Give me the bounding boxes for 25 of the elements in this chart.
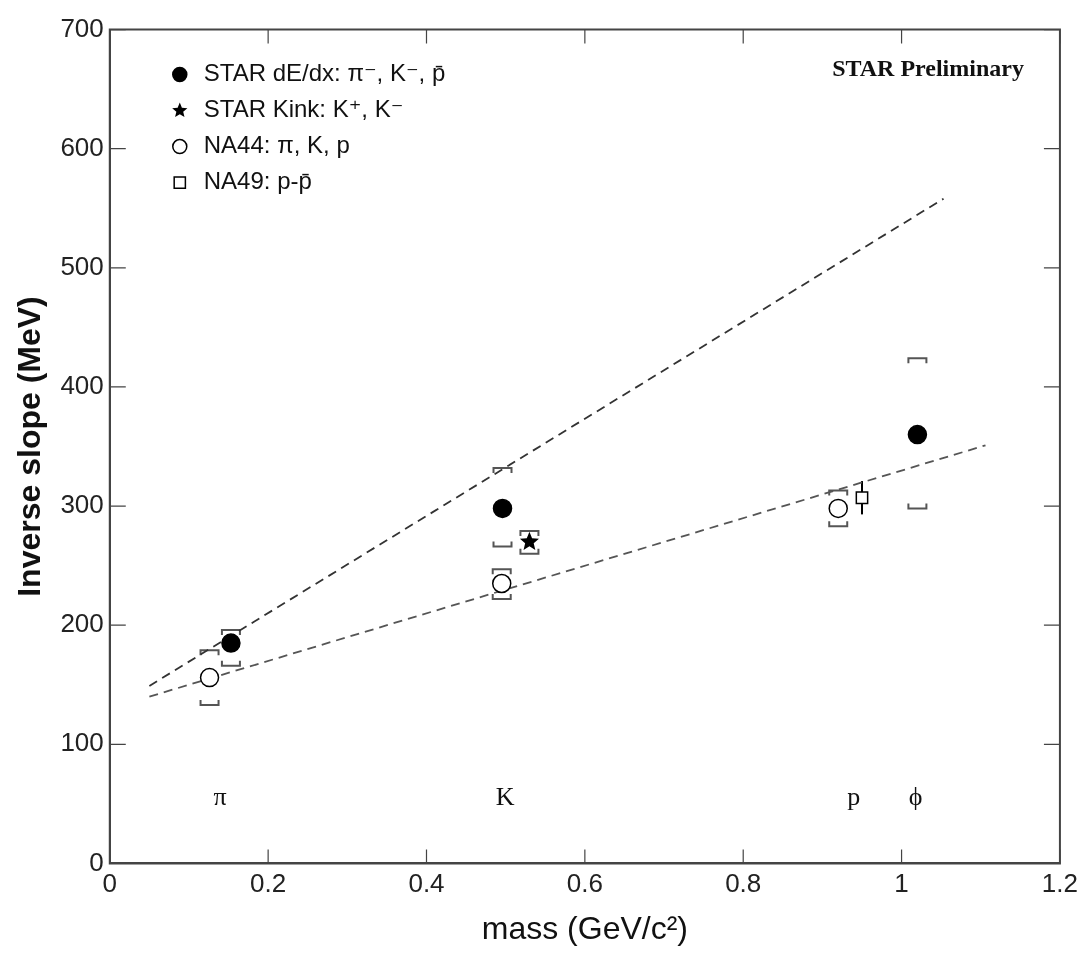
legend-label: NA49: p-p̄: [203, 167, 312, 195]
legend-label: STAR Kink: K⁺, K⁻: [203, 95, 404, 123]
y-tick-label: 700: [60, 12, 104, 43]
legend-label: STAR dE/dx: π⁻, K⁻, p̄: [203, 59, 446, 87]
x-tick-label: 1.2: [1041, 868, 1079, 899]
y-tick-label: 300: [60, 489, 104, 520]
x-tick-label: 0.8: [725, 868, 762, 899]
y-tick-label: 500: [60, 251, 104, 281]
y-axis-title: Inverse slope (MeV): [11, 296, 48, 597]
annotation: p: [847, 782, 861, 812]
x-tick-label: 0.6: [566, 868, 603, 899]
x-axis-title: mass (GeV/c²): [481, 909, 688, 946]
x-tick-label: 1: [894, 868, 909, 899]
annotation: STAR Preliminary: [832, 54, 1024, 81]
annotation: K: [495, 782, 515, 812]
y-tick-label: 600: [60, 131, 104, 162]
x-tick-label: 0.4: [408, 868, 445, 899]
y-tick-label: 400: [60, 370, 104, 401]
y-tick-label: 200: [60, 608, 104, 639]
annotation: π: [213, 782, 227, 812]
x-tick-label: 0.2: [250, 868, 287, 899]
y-tick-label: 100: [60, 727, 104, 758]
legend-label: NA44: π, K, p: [203, 131, 350, 159]
y-tick-label: 0: [89, 846, 104, 877]
annotation: ϕ: [908, 782, 923, 812]
